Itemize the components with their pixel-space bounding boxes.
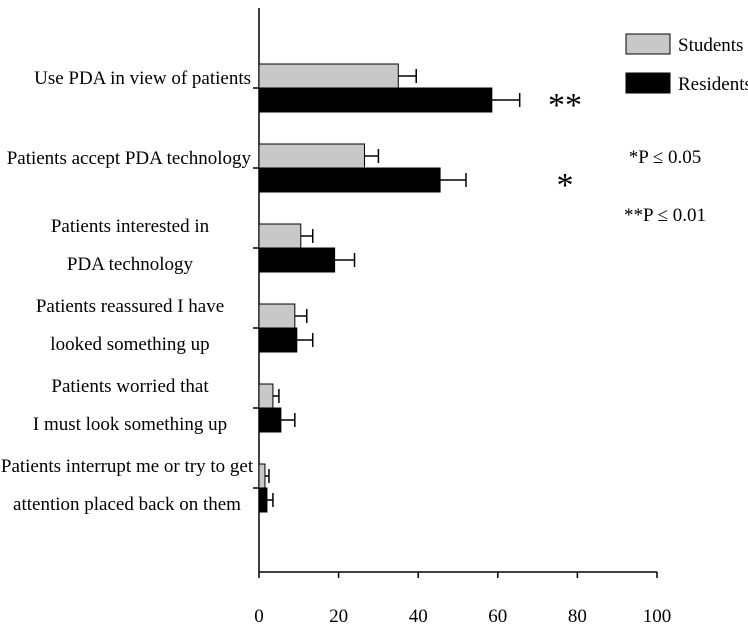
- bar-residents: [258, 87, 493, 113]
- bar-students: [258, 383, 274, 409]
- category-label: Patients interested in: [51, 216, 210, 237]
- category-label: PDA technology: [67, 254, 194, 275]
- x-tick-label: 60: [488, 606, 507, 627]
- category-label: Use PDA in view of patients: [34, 68, 251, 89]
- x-tick-label: 0: [254, 606, 264, 627]
- category-label: Patients worried that: [51, 376, 209, 397]
- category-label: Patients interrupt me or try to get: [1, 456, 254, 477]
- category-label: attention placed back on them: [13, 494, 241, 515]
- significance-notes: ****P ≤ 0.05**P ≤ 0.01: [548, 87, 706, 226]
- bar-residents: [258, 167, 441, 193]
- bar-students: [258, 463, 266, 489]
- bar-residents: [258, 247, 336, 273]
- legend-swatch-students: [625, 33, 671, 55]
- x-tick-label: 40: [409, 606, 428, 627]
- significance-note: *P ≤ 0.05: [629, 147, 702, 168]
- bar-residents: [258, 407, 282, 433]
- bar-residents: [258, 327, 298, 353]
- bars: [258, 63, 521, 513]
- significance-marker: **: [548, 87, 582, 124]
- category-labels: Use PDA in view of patients Patients acce…: [1, 68, 254, 515]
- bar-students: [258, 303, 296, 329]
- significance-note: **P ≤ 0.01: [624, 205, 706, 226]
- legend-label-students: Students: [678, 35, 743, 56]
- legend: Students Residents: [625, 33, 748, 95]
- bar-students: [258, 223, 302, 249]
- category-label: looked something up: [50, 334, 209, 355]
- significance-marker: *: [557, 167, 574, 204]
- legend-label-residents: Residents: [678, 74, 748, 95]
- bar-students: [258, 143, 365, 169]
- x-tick-label: 80: [568, 606, 587, 627]
- x-tick-label: 20: [329, 606, 348, 627]
- legend-swatch-residents: [625, 72, 671, 94]
- axes: 0 20 40 60 80 100: [253, 8, 671, 627]
- category-label: I must look something up: [33, 414, 227, 435]
- bar-residents: [258, 487, 268, 513]
- bar-students: [258, 63, 399, 89]
- category-label: Patients reassured I have: [36, 296, 224, 317]
- category-label: Patients accept PDA technology: [7, 148, 252, 169]
- x-tick-label: 100: [643, 606, 672, 627]
